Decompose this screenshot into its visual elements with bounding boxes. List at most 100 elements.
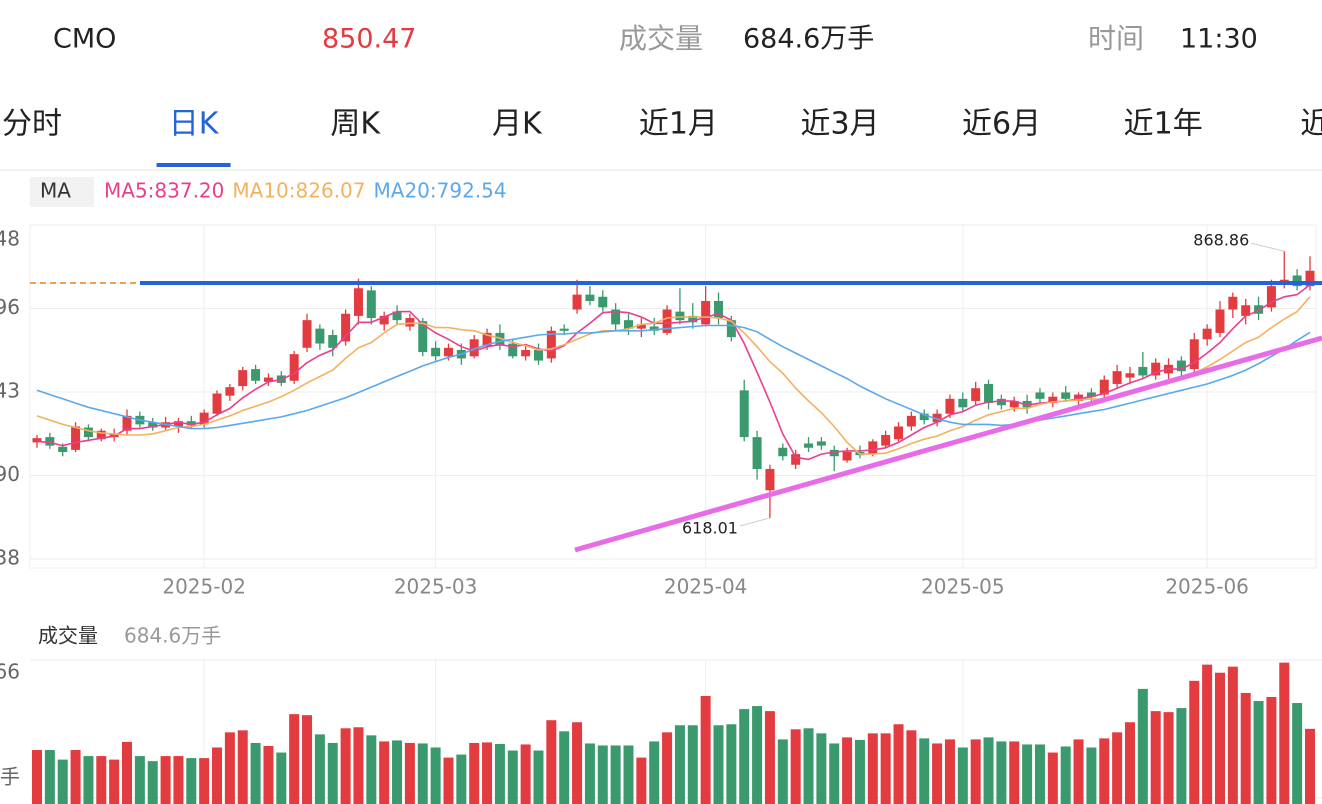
volume-bar [96, 756, 107, 804]
candle-body [958, 398, 968, 408]
volume-bar [713, 725, 724, 804]
volume-bar [649, 741, 660, 804]
candle-body [1061, 392, 1071, 399]
tab[interactable]: 近1年 [1124, 107, 1203, 142]
x-tick-label: 2025-03 [394, 575, 478, 599]
volume-bar [662, 732, 673, 804]
volume-bar [186, 758, 197, 804]
candle-body [945, 398, 955, 414]
tab[interactable]: 近6月 [962, 107, 1041, 142]
candle-body [263, 377, 273, 382]
tab-indicator [156, 163, 231, 167]
volume-bar [109, 759, 120, 804]
candle-body [1176, 360, 1186, 372]
labels: 893.48 814.96 736.43 657.90 579.38 2025-02 202… [0, 227, 1285, 599]
candle-body [443, 347, 453, 357]
volume-bar [752, 706, 763, 804]
volume-bar [404, 742, 415, 804]
candle-body [662, 309, 672, 333]
volume-bar [1176, 708, 1187, 804]
candle-body [302, 320, 312, 348]
candle-body [341, 313, 351, 342]
volume-bar [1034, 744, 1045, 804]
volume-bar [160, 756, 171, 804]
candle-body [148, 422, 158, 428]
volume-chart-label: 684.6万手 [124, 624, 221, 648]
candle-body [508, 343, 518, 357]
candle-body [392, 311, 402, 321]
tab[interactable]: 日K [169, 107, 220, 142]
volume-bar [520, 744, 531, 804]
annotation-leader [1251, 242, 1285, 252]
candle-body [1035, 392, 1045, 399]
tab[interactable]: 近3月 [800, 107, 879, 142]
volume-bar [739, 709, 750, 804]
legend-entry: MA10:826.07 [232, 179, 365, 203]
candle-body [623, 320, 633, 329]
volume-bar [842, 737, 853, 804]
volume-bar [880, 733, 891, 804]
candle-body [1189, 339, 1199, 370]
tab[interactable]: 周K [330, 107, 381, 142]
volume-bar [1022, 744, 1033, 804]
marks [32, 251, 1315, 518]
volume-bar [469, 742, 480, 804]
candle-body [804, 443, 814, 448]
volume-bar [289, 714, 300, 804]
candle-body [816, 441, 826, 446]
candle-body [829, 449, 839, 457]
volume-bar [353, 727, 364, 804]
candle-body [611, 309, 621, 325]
volume-bar [597, 745, 608, 804]
volume-bar [1073, 739, 1084, 804]
tab[interactable]: 近1月 [639, 107, 718, 142]
candle-body [32, 438, 42, 443]
candle-body [71, 426, 81, 450]
candle-body [765, 469, 775, 491]
candle-body [1048, 396, 1058, 404]
volume-bar [1253, 701, 1264, 804]
volume-bar [803, 728, 814, 804]
volume-tick-label: 1366 [0, 660, 20, 684]
volume-bar [1112, 732, 1123, 804]
candle-body [1254, 305, 1264, 314]
legend-entry: MA5:837.20 [104, 179, 224, 203]
volume-bar [777, 739, 788, 804]
volume-bar [623, 745, 634, 804]
tab[interactable]: 近3 [1300, 107, 1322, 142]
volume-bar [456, 754, 467, 804]
volume-bar [533, 750, 544, 804]
candle-body [58, 446, 68, 453]
volume-bar [276, 752, 287, 804]
volume-bar [32, 750, 42, 804]
volume-value: 684.6万手 [743, 24, 874, 55]
volume-chart-title: 成交量 [38, 624, 98, 648]
volume-bar [237, 730, 248, 804]
candle-body [379, 315, 389, 325]
candle-body [842, 452, 852, 461]
candle-body [521, 349, 531, 357]
candle-body [1151, 362, 1161, 376]
annotation-leader [739, 517, 771, 527]
candle-body [495, 332, 505, 346]
candle-body [752, 437, 762, 470]
volume-bar [674, 725, 685, 804]
candle-body [1228, 296, 1238, 310]
candle-body [533, 349, 543, 361]
volume-bar [173, 756, 184, 804]
candle-body [1215, 309, 1225, 333]
volume-bar [392, 740, 403, 804]
legend: MA5:837.20 MA10:826.07 MA20:792.54 [104, 179, 507, 203]
volume-bar [944, 739, 955, 804]
volume-bar [430, 747, 441, 804]
volume-bar [224, 732, 235, 804]
volume-bar [1099, 738, 1110, 804]
volume-bar [1305, 728, 1315, 804]
tab[interactable]: 分时 [2, 107, 62, 142]
volume-bar [70, 750, 81, 804]
y-tick-label: 893.48 [0, 227, 20, 251]
volume-bar [327, 742, 338, 804]
volume-bar [1137, 688, 1148, 804]
tab[interactable]: 月K [492, 107, 543, 142]
candle-body [251, 369, 261, 381]
